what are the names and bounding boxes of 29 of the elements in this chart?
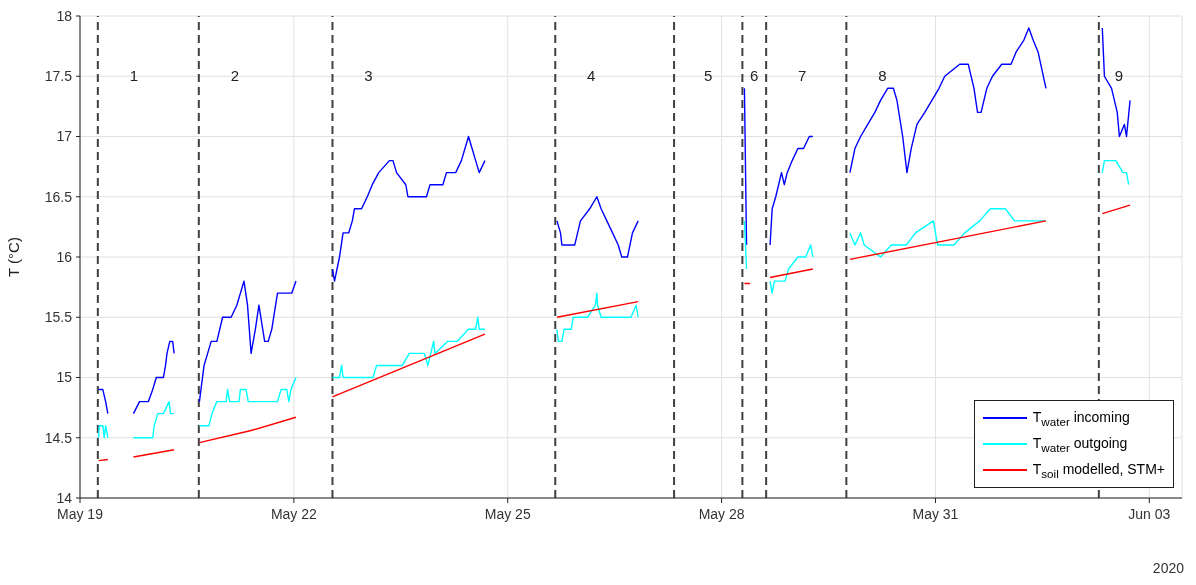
annotation: 5 — [703, 67, 714, 84]
annotation: 1 — [128, 67, 139, 84]
x-tick-label: May 19 — [57, 505, 104, 522]
annotation: 7 — [796, 67, 808, 84]
annotation: 8 — [877, 67, 888, 84]
legend-label: T$_{water}$ incoming — [1032, 408, 1130, 428]
x-tick-label: May 25 — [484, 505, 531, 522]
x-tick-label: May 22 — [270, 505, 318, 522]
text: 2020 — [1152, 560, 1184, 576]
y-tick-label: 17 — [56, 128, 73, 145]
x-tick-label: May 31 — [912, 505, 959, 522]
y-tick-label: 16 — [56, 248, 73, 265]
y-axis-title: T (°C) — [5, 237, 23, 277]
annotation: 3 — [363, 67, 374, 84]
y-tick-label: 15 — [56, 369, 73, 386]
y-tick-label: 16.5 — [44, 188, 73, 205]
y-tick-label: 14.5 — [44, 429, 73, 446]
y-tick-label: 14 — [56, 489, 73, 506]
y-tick-label: 17.5 — [44, 68, 73, 85]
legend-label: T$_{soil}$ modelled, STM+ — [1032, 460, 1165, 480]
annotation: 9 — [1113, 67, 1124, 84]
y-tick-label: 15.5 — [44, 309, 73, 326]
legend-label: T$_{water}$ outgoing — [1032, 434, 1128, 454]
y-tick-label: 18 — [56, 7, 73, 24]
annotation: 6 — [749, 67, 760, 84]
x-tick-label: Jun 03 — [1128, 505, 1171, 522]
x-tick-label: May 28 — [698, 505, 745, 522]
annotation: 2 — [229, 67, 240, 84]
annotation: 4 — [586, 67, 597, 84]
